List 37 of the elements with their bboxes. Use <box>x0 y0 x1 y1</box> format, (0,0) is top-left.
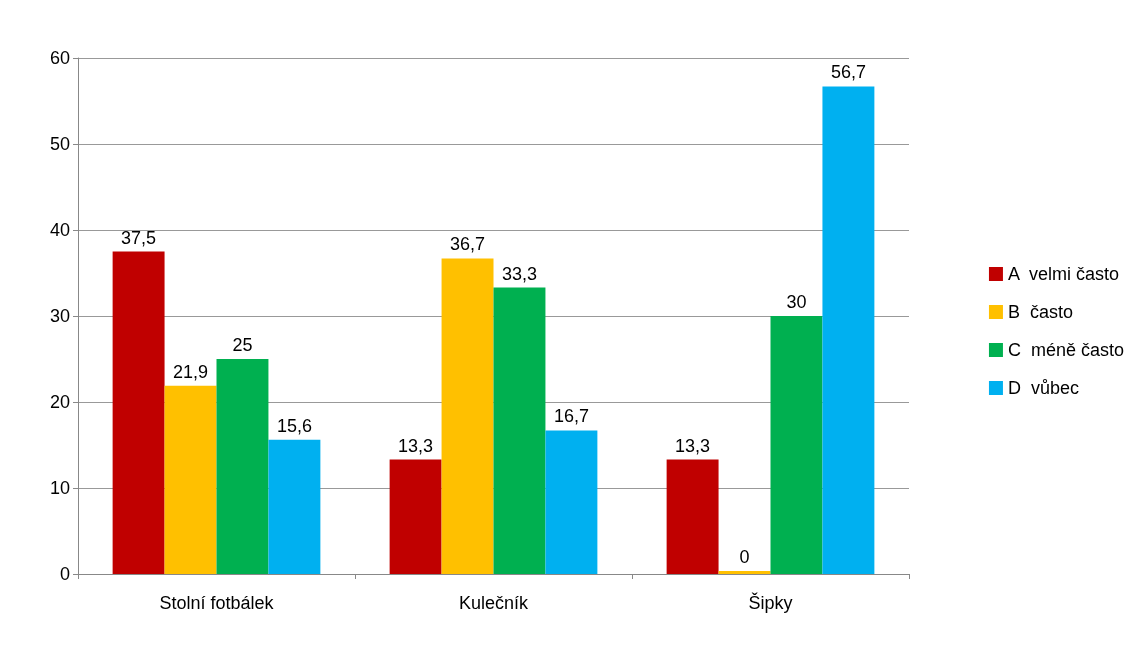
y-tick-label: 50 <box>49 134 70 154</box>
bar <box>216 359 269 574</box>
data-label: 16,7 <box>553 406 589 427</box>
x-tick-label: Stolní fotbálek <box>159 593 275 613</box>
y-tick-label: 60 <box>49 48 70 68</box>
data-label: 30 <box>786 292 807 312</box>
bar <box>112 251 165 574</box>
x-tick-label: Šipky <box>748 592 793 613</box>
y-tick-label: 40 <box>49 220 70 240</box>
bar <box>268 439 321 574</box>
bar <box>770 316 823 574</box>
data-label: 37,5 <box>121 227 157 248</box>
legend-label: A velmi často <box>1007 264 1119 284</box>
bar <box>666 459 719 574</box>
bar <box>164 385 217 574</box>
x-tick-label: Kulečník <box>458 593 530 613</box>
legend-label: B často <box>1007 302 1073 322</box>
bar <box>441 258 494 574</box>
data-label: 56,7 <box>830 62 866 83</box>
y-tick-label: 10 <box>49 478 70 498</box>
y-tick-label: 20 <box>49 392 70 412</box>
y-tick-label: 30 <box>49 306 70 326</box>
y-tick-label: 0 <box>59 564 70 584</box>
data-label: 33,3 <box>501 263 537 284</box>
bar <box>545 430 598 574</box>
bar <box>389 459 442 574</box>
data-label: 0 <box>739 547 750 567</box>
data-label: 13,3 <box>398 435 434 456</box>
bar <box>493 287 546 574</box>
data-label: 15,6 <box>276 415 312 436</box>
legend-label: D vůbec <box>1007 378 1079 398</box>
data-label: 25 <box>232 335 253 355</box>
data-label: 13,3 <box>675 435 711 456</box>
data-label: 21,9 <box>173 361 209 382</box>
legend-label: C méně často <box>1007 340 1125 360</box>
data-label: 36,7 <box>450 234 486 255</box>
bar <box>822 86 875 574</box>
